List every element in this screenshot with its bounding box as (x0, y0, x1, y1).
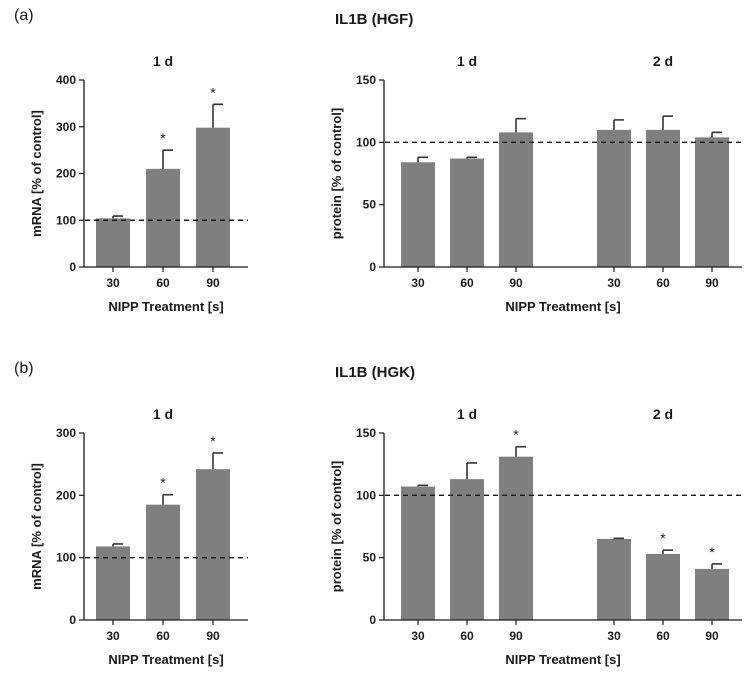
bar (695, 568, 729, 620)
y-axis-label: protein [% of control] (329, 108, 344, 239)
x-tick-label: 30 (607, 276, 621, 290)
bar (401, 162, 435, 267)
x-tick-label: 90 (705, 629, 719, 643)
x-tick-label: 90 (509, 629, 523, 643)
x-tick-label: 30 (106, 629, 120, 643)
y-tick-label: 0 (369, 613, 376, 627)
x-tick-label: 60 (460, 629, 474, 643)
panel-a-label: (a) (14, 7, 34, 24)
y-tick-label: 100 (56, 213, 76, 227)
y-tick-label: 0 (369, 260, 376, 274)
group-label: 2 d (653, 406, 673, 422)
bar (196, 127, 230, 267)
y-axis-label: protein [% of control] (329, 461, 344, 592)
significance-star: * (210, 433, 216, 449)
y-tick-label: 0 (69, 260, 76, 274)
bar (450, 479, 484, 620)
y-tick-label: 0 (69, 613, 76, 627)
y-tick-label: 300 (56, 120, 76, 134)
panel-b-title: IL1B (HGK) (335, 364, 415, 381)
y-tick-label: 150 (356, 73, 376, 87)
significance-star: * (660, 530, 666, 546)
group-label: 1 d (457, 406, 477, 422)
bar (695, 137, 729, 267)
bar (401, 486, 435, 620)
bar (196, 469, 230, 620)
panel-a-title: IL1B (HGF) (335, 11, 413, 28)
group-label: 1 d (153, 406, 173, 422)
group-label: 1 d (457, 53, 477, 69)
x-tick-label: 90 (206, 629, 220, 643)
bar (96, 546, 130, 620)
bar (146, 168, 180, 267)
x-tick-label: 90 (206, 276, 220, 290)
y-tick-label: 200 (56, 488, 76, 502)
chart-a_mrna: 1 d 30 * 60 * 90 0 100 200 300 400 NIPP Treatment [… (29, 53, 248, 314)
bar (499, 132, 533, 267)
significance-star: * (513, 427, 519, 443)
x-axis-label: NIPP Treatment [s] (108, 299, 223, 314)
bar (646, 553, 680, 620)
y-tick-label: 150 (356, 426, 376, 440)
x-axis-label: NIPP Treatment [s] (505, 299, 620, 314)
bar (499, 456, 533, 620)
y-axis-label: mRNA [% of control] (29, 463, 44, 590)
x-tick-label: 90 (509, 276, 523, 290)
x-tick-label: 60 (656, 276, 670, 290)
x-tick-label: 60 (156, 276, 170, 290)
significance-star: * (210, 84, 216, 100)
bar (646, 129, 680, 267)
significance-star: * (160, 475, 166, 491)
x-tick-label: 60 (460, 276, 474, 290)
x-tick-label: 30 (411, 276, 425, 290)
x-tick-label: 60 (656, 629, 670, 643)
y-tick-label: 50 (363, 551, 377, 565)
y-tick-label: 50 (363, 198, 377, 212)
x-tick-label: 30 (411, 629, 425, 643)
bar (450, 158, 484, 267)
x-tick-label: 30 (607, 629, 621, 643)
y-tick-label: 100 (356, 488, 376, 502)
panel-b-label: (b) (14, 360, 34, 377)
group-label: 1 d (153, 53, 173, 69)
x-axis-label: NIPP Treatment [s] (505, 652, 620, 667)
significance-star: * (709, 544, 715, 560)
bar (597, 538, 631, 620)
y-tick-label: 300 (56, 426, 76, 440)
bar (146, 504, 180, 620)
y-tick-label: 100 (356, 135, 376, 149)
group-label: 2 d (653, 53, 673, 69)
chart-b_protein: 1 d 30 60 * 90 2 d 30 * 60 * 90 0 50 100 150 NIPP Treat… (329, 406, 742, 667)
x-axis-label: NIPP Treatment [s] (108, 652, 223, 667)
y-tick-label: 100 (56, 551, 76, 565)
y-tick-label: 400 (56, 73, 76, 87)
significance-star: * (160, 130, 166, 146)
chart-b_mrna: 1 d 30 * 60 * 90 0 100 200 300 NIPP Treatment [s] m… (29, 406, 248, 667)
chart-a_protein: 1 d 30 60 90 2 d 30 60 90 0 50 100 150 NIPP Treatmen… (329, 53, 742, 314)
x-tick-label: 90 (705, 276, 719, 290)
y-tick-label: 200 (56, 167, 76, 181)
x-tick-label: 60 (156, 629, 170, 643)
bar (96, 218, 130, 267)
bar (597, 129, 631, 267)
x-tick-label: 30 (106, 276, 120, 290)
y-axis-label: mRNA [% of control] (29, 110, 44, 237)
